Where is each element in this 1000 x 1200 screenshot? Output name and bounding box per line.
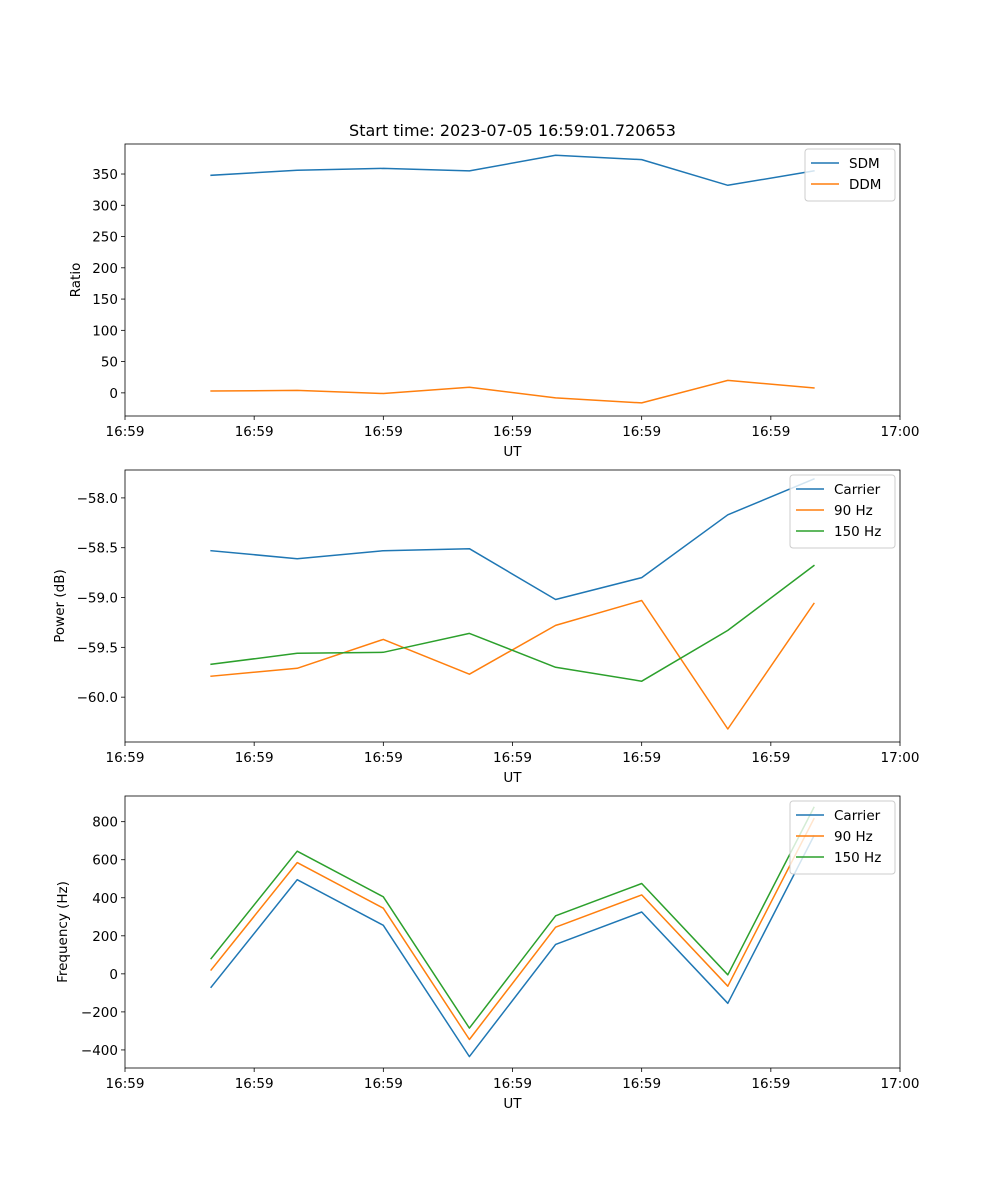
y-tick-label: −59.0 <box>77 591 118 607</box>
y-tick-label: −60.0 <box>77 690 118 706</box>
chart-title: Start time: 2023-07-05 16:59:01.720653 <box>349 121 676 140</box>
legend: Carrier 90 Hz 150 Hz <box>789 474 896 549</box>
y-tick-label: −58.0 <box>77 491 118 507</box>
x-tick-label: 16:59 <box>364 424 403 440</box>
y-tick-label: 300 <box>92 198 118 214</box>
x-tick-label: 16:59 <box>751 750 790 766</box>
legend-label: DDM <box>849 177 881 193</box>
y-axis-label: Frequency (Hz) <box>55 881 71 983</box>
series-line-150-hz <box>210 564 815 682</box>
x-tick-label: 16:59 <box>751 1076 790 1092</box>
frequency-panel: UT Frequency (Hz) 16:59 16:59 16:59 16:59 16… <box>55 795 920 1112</box>
x-tick-label: 16:59 <box>106 1076 145 1092</box>
y-tick-label: −200 <box>81 1005 118 1021</box>
y-tick-label: 350 <box>92 167 118 183</box>
legend-box <box>804 148 896 202</box>
x-tick-label: 16:59 <box>106 750 145 766</box>
y-tick-label: 400 <box>92 891 118 907</box>
y-tick-label: 200 <box>92 261 118 277</box>
legend-label: SDM <box>849 156 880 172</box>
x-tick-label: 16:59 <box>364 750 403 766</box>
y-tick-label: 200 <box>92 929 118 945</box>
y-tick-label: 250 <box>92 230 118 246</box>
legend-label: 150 Hz <box>834 524 881 540</box>
legend-label: 90 Hz <box>834 503 873 519</box>
y-axis-label: Ratio <box>68 263 84 298</box>
x-tick-label: 17:00 <box>881 424 920 440</box>
legend-label: 90 Hz <box>834 829 873 845</box>
series-line-90-hz <box>210 817 815 1041</box>
series-line-150-hz <box>210 806 815 1029</box>
series-line-sdm <box>210 154 815 187</box>
power-panel: UT Power (dB) 16:59 16:59 16:59 16:59 16:59 1… <box>52 469 920 786</box>
x-tick-label: 16:59 <box>106 424 145 440</box>
legend-box <box>789 474 896 549</box>
x-tick-label: 16:59 <box>622 1076 661 1092</box>
x-tick-label: 16:59 <box>493 1076 532 1092</box>
y-tick-label: 600 <box>92 853 118 869</box>
x-tick-label: 16:59 <box>235 1076 274 1092</box>
y-tick-label: 800 <box>92 815 118 831</box>
legend: SDM DDM <box>804 148 896 202</box>
series-line-carrier <box>210 478 815 601</box>
x-tick-label: 16:59 <box>493 424 532 440</box>
y-tick-label: 100 <box>92 323 118 339</box>
x-axis-label: UT <box>503 1096 522 1112</box>
x-axis-label: UT <box>503 444 522 460</box>
x-axis-label: UT <box>503 770 522 786</box>
x-tick-label: 16:59 <box>235 750 274 766</box>
x-tick-label: 16:59 <box>493 750 532 766</box>
y-tick-label: 0 <box>109 386 118 402</box>
y-tick-label: −59.5 <box>77 640 118 656</box>
y-axis-label: Power (dB) <box>52 569 68 642</box>
y-tick-label: −58.5 <box>77 541 118 557</box>
y-tick-label: 50 <box>101 355 118 371</box>
legend-label: Carrier <box>834 482 881 498</box>
ratio-panel: Start time: 2023-07-05 16:59:01.720653 U… <box>68 121 919 460</box>
legend: Carrier 90 Hz 150 Hz <box>789 800 896 875</box>
legend-label: 150 Hz <box>834 850 881 866</box>
y-tick-label: 0 <box>109 967 118 983</box>
series-line-carrier <box>210 834 815 1058</box>
x-tick-label: 17:00 <box>881 1076 920 1092</box>
y-tick-label: −400 <box>81 1043 118 1059</box>
legend-label: Carrier <box>834 808 881 824</box>
legend-box <box>789 800 896 875</box>
x-tick-label: 16:59 <box>751 424 790 440</box>
y-tick-label: 150 <box>92 292 118 308</box>
x-tick-label: 16:59 <box>622 750 661 766</box>
series-line-ddm <box>210 379 815 404</box>
x-tick-label: 17:00 <box>881 750 920 766</box>
x-tick-label: 16:59 <box>235 424 274 440</box>
x-tick-label: 16:59 <box>622 424 661 440</box>
x-tick-label: 16:59 <box>364 1076 403 1092</box>
